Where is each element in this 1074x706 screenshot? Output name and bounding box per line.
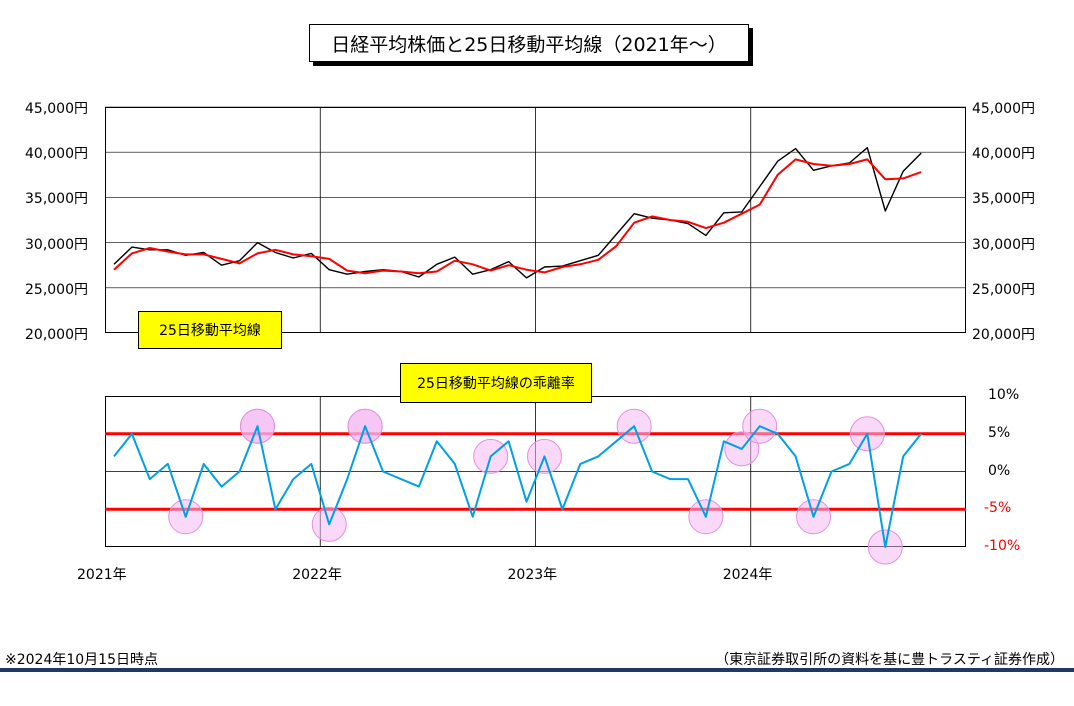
price-y-tick-right: 25,000円 <box>972 281 1035 298</box>
price-y-tick-right: 45,000円 <box>972 101 1035 117</box>
price-y-tick-left: 45,000円 <box>25 101 88 117</box>
footer-note: ※2024年10月15日時点 <box>5 652 158 668</box>
price-y-tick-left: 20,000円 <box>25 327 88 343</box>
source-note: （東京証券取引所の資料を基に豊トラスティ証券作成） <box>715 652 1064 668</box>
deviation-y-tick: 10% <box>988 387 1020 403</box>
deviation-y-tick: 0% <box>988 462 1011 479</box>
x-tick: 2024年 <box>722 567 773 583</box>
x-tick: 2021年 <box>77 567 127 583</box>
deviation-y-tick: -5% <box>984 500 1012 517</box>
price-y-tick-left: 30,000円 <box>25 236 88 253</box>
price-y-tick-right: 30,000円 <box>972 236 1035 253</box>
deviation-y-tick: -10% <box>984 538 1021 554</box>
price-y-tick-right: 35,000円 <box>972 191 1035 208</box>
deviation-label-box: 25日移動平均線の乖離率 <box>400 363 592 403</box>
ma-label-box: 25日移動平均線 <box>138 311 282 349</box>
footer-rule <box>0 668 1074 672</box>
deviation-series-line <box>113 425 922 548</box>
x-tick: 2023年 <box>507 567 558 583</box>
chart-title: 日経平均株価と25日移動平均線（2021年～） <box>309 24 749 62</box>
deviation-y-tick: 5% <box>988 424 1011 441</box>
price-y-tick-right: 20,000円 <box>972 327 1035 343</box>
price-y-tick-left: 35,000円 <box>25 191 88 208</box>
price-y-tick-left: 40,000円 <box>25 146 88 163</box>
price-y-tick-left: 25,000円 <box>25 281 88 298</box>
price-series-line <box>113 147 922 279</box>
ma-series-line <box>113 158 922 275</box>
x-tick: 2022年 <box>292 567 342 583</box>
price-y-tick-right: 40,000円 <box>972 146 1035 163</box>
